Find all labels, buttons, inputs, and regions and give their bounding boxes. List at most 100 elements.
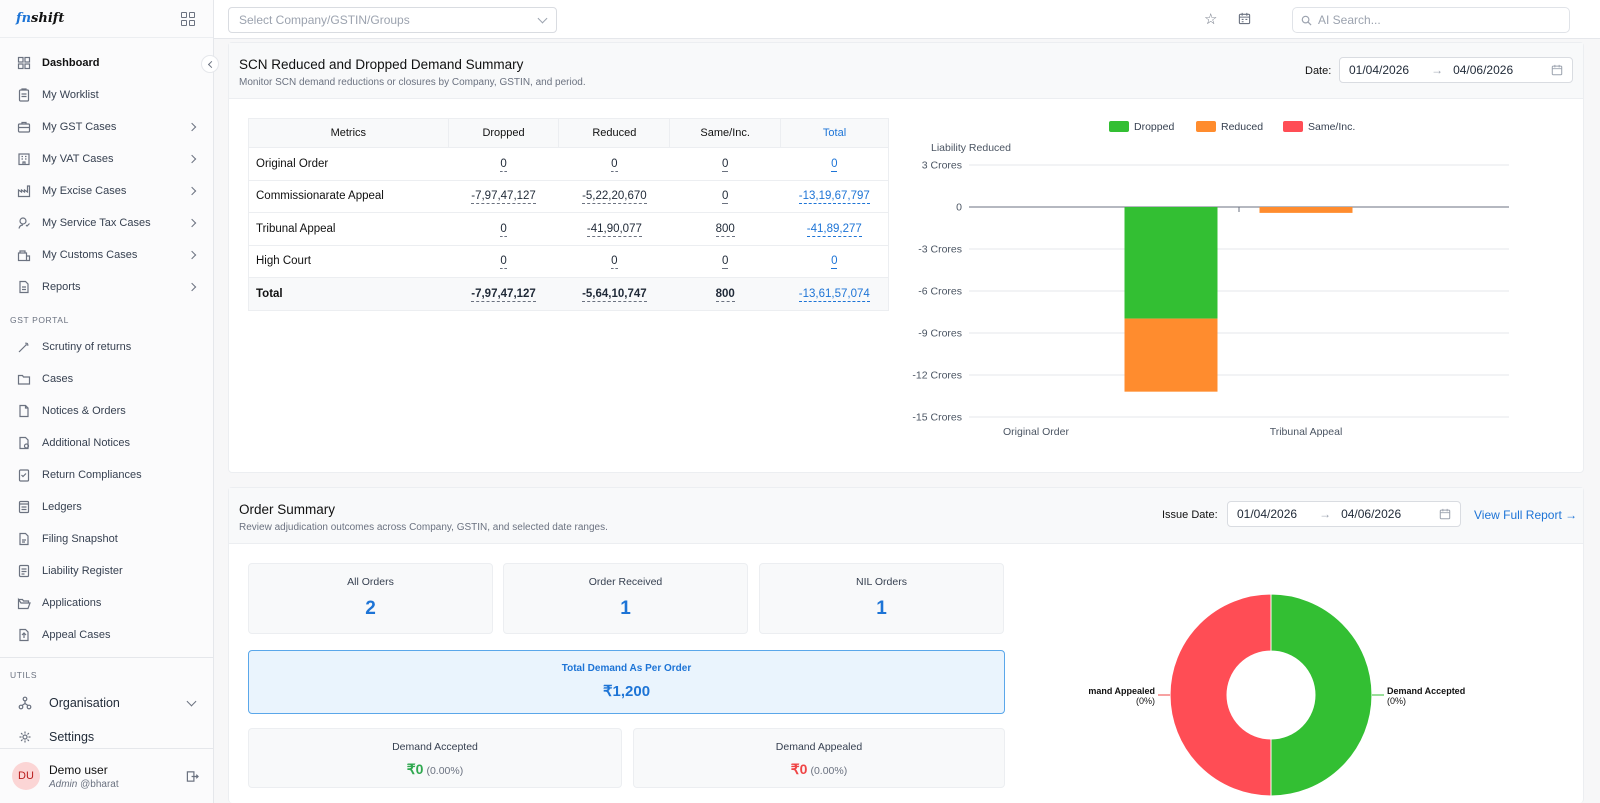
sidebar-item-my-service-tax-cases[interactable]: My Service Tax Cases	[0, 207, 213, 239]
table-row: High Court 0 0 0 0	[248, 244, 889, 278]
sidebar-item-label: My GST Cases	[42, 121, 117, 133]
cell-dropped[interactable]: 0	[448, 244, 559, 278]
sidebar-item-appeal-cases[interactable]: Appeal Cases	[0, 619, 213, 651]
row-metric: Total	[248, 277, 449, 310]
register-icon	[17, 564, 31, 578]
demand-accepted-card[interactable]: Demand Accepted ₹0 (0.00%)	[248, 728, 622, 788]
chevron-right-icon	[187, 154, 197, 164]
demand-appealed-card[interactable]: Demand Appealed ₹0 (0.00%)	[633, 728, 1005, 788]
cell-dropped[interactable]: -7,97,47,127	[448, 277, 559, 310]
collapse-sidebar-button[interactable]	[201, 55, 219, 73]
ai-search-input[interactable]: AI Search...	[1292, 7, 1570, 33]
scn-date-to[interactable]: 04/06/2026	[1453, 63, 1514, 77]
issue-date-range[interactable]: 01/04/2026 → 04/06/2026	[1227, 501, 1461, 527]
stat-all-orders[interactable]: All Orders 2	[248, 563, 493, 634]
cell-same[interactable]: 0	[669, 147, 781, 180]
customs-icon	[17, 248, 31, 262]
col-reduced: Reduced	[558, 118, 671, 148]
chevron-down-icon	[186, 696, 197, 706]
sidebar-item-my-vat-cases[interactable]: My VAT Cases	[0, 143, 213, 175]
star-icon[interactable]: ☆	[1204, 11, 1218, 28]
notice-icon	[17, 436, 31, 450]
briefcase-icon	[17, 120, 31, 134]
cell-total[interactable]: 0	[780, 244, 889, 278]
cell-same[interactable]: 0	[669, 179, 781, 213]
sidebar-item-ledgers[interactable]: Ledgers	[0, 491, 213, 523]
bar-dropped	[1124, 207, 1218, 319]
cell-same[interactable]: 800	[669, 212, 781, 245]
stat-order-received[interactable]: Order Received 1	[503, 563, 748, 634]
chevron-right-icon	[187, 250, 197, 260]
issue-date-to[interactable]: 04/06/2026	[1341, 507, 1402, 521]
col-same: Same/Inc.	[669, 118, 782, 148]
stat-nil-orders[interactable]: NIL Orders 1	[759, 563, 1004, 634]
dashboard-icon	[17, 56, 31, 70]
sidebar-item-settings[interactable]: Settings	[0, 720, 213, 754]
donut-label-appealed: Demand Appealed	[1089, 686, 1155, 696]
sidebar-item-filing-snapshot[interactable]: Filing Snapshot	[0, 523, 213, 555]
sidebar-item-my-excise-cases[interactable]: My Excise Cases	[0, 175, 213, 207]
sidebar-item-organisation[interactable]: Organisation	[0, 686, 213, 720]
sidebar-item-label: Reports	[42, 281, 81, 293]
sidebar-item-label: Filing Snapshot	[42, 533, 118, 545]
service-icon	[17, 216, 31, 230]
sidebar-item-cases[interactable]: Cases	[0, 363, 213, 395]
apps-grid-icon[interactable]	[181, 11, 195, 26]
sidebar-item-label: My Excise Cases	[42, 185, 127, 197]
sidebar-item-notices-orders[interactable]: Notices & Orders	[0, 395, 213, 427]
table-row: Original Order 0 0 0 0	[248, 147, 889, 180]
sidebar-item-return-compliances[interactable]: Return Compliances	[0, 459, 213, 491]
sidebar-item-liability-register[interactable]: Liability Register	[0, 555, 213, 587]
sidebar-item-my-gst-cases[interactable]: My GST Cases	[0, 111, 213, 143]
cell-reduced[interactable]: -5,64,10,747	[558, 277, 670, 310]
user-profile[interactable]: DU Demo user Admin @bharat	[0, 748, 213, 803]
issue-date-from[interactable]: 01/04/2026	[1237, 507, 1298, 521]
cell-same[interactable]: 800	[669, 277, 781, 310]
y-axis-label: Liability Reduced	[931, 142, 1011, 154]
cell-dropped[interactable]: 0	[448, 212, 559, 245]
scn-date-label: Date:	[1305, 65, 1332, 77]
organisation-icon	[17, 695, 33, 711]
sidebar-item-applications[interactable]: Applications	[0, 587, 213, 619]
cell-reduced[interactable]: -5,22,20,670	[558, 179, 670, 213]
x-tick-label: Tribunal Appeal	[1270, 426, 1343, 438]
row-metric: High Court	[248, 244, 449, 278]
folder-icon	[17, 372, 31, 386]
order-summary-card: Order Summary Review adjudication outcom…	[228, 487, 1584, 803]
cell-reduced[interactable]: -41,90,077	[558, 212, 670, 245]
sidebar-item-additional-notices[interactable]: Additional Notices	[0, 427, 213, 459]
logout-icon[interactable]	[186, 770, 199, 783]
sidebar-item-label: Liability Register	[42, 565, 123, 577]
view-full-report-link[interactable]: View Full Report →	[1474, 508, 1578, 522]
liability-bar-chart: Dropped Reduced Same/Inc. Liability Reduced…	[912, 121, 1509, 438]
sidebar-item-my-customs-cases[interactable]: My Customs Cases	[0, 239, 213, 271]
cell-same[interactable]: 0	[669, 244, 781, 278]
cell-reduced[interactable]: 0	[558, 244, 670, 278]
search-icon	[1301, 15, 1312, 26]
cell-total[interactable]: 0	[780, 147, 889, 180]
sidebar-item-scrutiny-of-returns[interactable]: Scrutiny of returns	[0, 331, 213, 363]
calendar-icon	[1439, 508, 1451, 520]
cell-dropped[interactable]: -7,97,47,127	[448, 179, 559, 213]
donut-slice-appealed	[1169, 593, 1272, 797]
cell-reduced[interactable]: 0	[558, 147, 670, 180]
sidebar-item-dashboard[interactable]: Dashboard	[0, 47, 213, 79]
company-select[interactable]: Select Company/GSTIN/Groups	[228, 7, 557, 33]
cell-total[interactable]: -41,89,277	[780, 212, 889, 245]
sidebar-item-reports[interactable]: Reports	[0, 271, 213, 303]
scn-subtitle: Monitor SCN demand reductions or closure…	[239, 77, 586, 88]
total-demand-card[interactable]: Total Demand As Per Order ₹1,200	[248, 650, 1005, 714]
row-metric: Original Order	[248, 147, 449, 180]
col-metrics: Metrics	[248, 118, 449, 148]
sidebar-item-label: My VAT Cases	[42, 153, 114, 165]
scn-date-range[interactable]: 01/04/2026 → 04/06/2026	[1339, 57, 1573, 83]
cell-total[interactable]: -13,61,57,074	[780, 277, 889, 310]
cell-total[interactable]: -13,19,67,797	[780, 179, 889, 213]
bar-reduced	[1124, 318, 1218, 392]
utils-section-label: UTILS	[10, 670, 38, 680]
cell-dropped[interactable]: 0	[448, 147, 559, 180]
logo[interactable]: fnshift	[16, 11, 65, 26]
sidebar-item-my-worklist[interactable]: My Worklist	[0, 79, 213, 111]
calendar-icon[interactable]	[1238, 12, 1251, 25]
scn-date-from[interactable]: 01/04/2026	[1349, 63, 1410, 77]
